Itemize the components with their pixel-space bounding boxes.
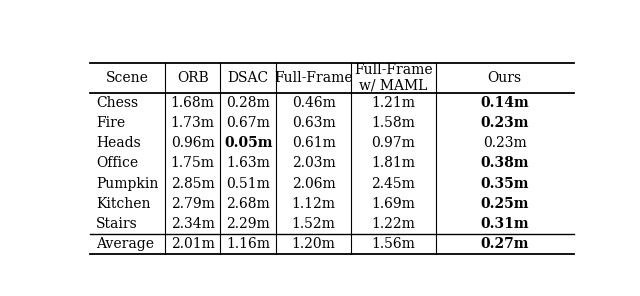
Text: 0.25m: 0.25m xyxy=(481,197,529,211)
Text: Office: Office xyxy=(96,156,138,170)
Text: 2.34m: 2.34m xyxy=(171,217,214,231)
Text: 0.23m: 0.23m xyxy=(481,116,529,130)
Text: 0.67m: 0.67m xyxy=(227,116,270,130)
Text: 1.16m: 1.16m xyxy=(227,237,270,251)
Text: 2.85m: 2.85m xyxy=(171,176,214,191)
Text: 0.63m: 0.63m xyxy=(292,116,335,130)
Text: Full-Frame: Full-Frame xyxy=(275,71,353,85)
Text: 1.73m: 1.73m xyxy=(171,116,214,130)
Text: 1.56m: 1.56m xyxy=(371,237,415,251)
Text: 1.12m: 1.12m xyxy=(292,197,335,211)
Text: 1.63m: 1.63m xyxy=(227,156,270,170)
Text: 0.05m: 0.05m xyxy=(224,136,273,150)
Text: 1.75m: 1.75m xyxy=(171,156,214,170)
Text: 0.96m: 0.96m xyxy=(171,136,214,150)
Text: Scene: Scene xyxy=(106,71,149,85)
Text: 0.38m: 0.38m xyxy=(481,156,529,170)
Text: Kitchen: Kitchen xyxy=(96,197,150,211)
Text: 1.21m: 1.21m xyxy=(371,96,415,110)
Text: 1.81m: 1.81m xyxy=(371,156,415,170)
Text: 2.06m: 2.06m xyxy=(292,176,335,191)
Text: Fire: Fire xyxy=(96,116,125,130)
Text: 0.46m: 0.46m xyxy=(292,96,335,110)
Text: 1.22m: 1.22m xyxy=(371,217,415,231)
Text: 2.79m: 2.79m xyxy=(171,197,214,211)
Text: 0.61m: 0.61m xyxy=(292,136,335,150)
Text: 1.68m: 1.68m xyxy=(171,96,214,110)
Text: DSAC: DSAC xyxy=(228,71,269,85)
Text: 0.35m: 0.35m xyxy=(481,176,529,191)
Text: Stairs: Stairs xyxy=(96,217,138,231)
Text: 0.14m: 0.14m xyxy=(480,96,529,110)
Text: 2.29m: 2.29m xyxy=(227,217,270,231)
Text: 0.51m: 0.51m xyxy=(227,176,270,191)
Text: 1.20m: 1.20m xyxy=(292,237,335,251)
Text: 2.45m: 2.45m xyxy=(371,176,415,191)
Text: ORB: ORB xyxy=(177,71,209,85)
Text: 0.27m: 0.27m xyxy=(481,237,529,251)
Text: 2.03m: 2.03m xyxy=(292,156,335,170)
Text: 2.01m: 2.01m xyxy=(171,237,214,251)
Text: 1.52m: 1.52m xyxy=(292,217,335,231)
Text: Pumpkin: Pumpkin xyxy=(96,176,158,191)
Text: 2.68m: 2.68m xyxy=(227,197,270,211)
Text: 0.28m: 0.28m xyxy=(227,96,270,110)
Text: 1.69m: 1.69m xyxy=(371,197,415,211)
Text: 1.58m: 1.58m xyxy=(371,116,415,130)
Text: 0.97m: 0.97m xyxy=(371,136,415,150)
Text: 0.23m: 0.23m xyxy=(483,136,527,150)
Text: 0.31m: 0.31m xyxy=(480,217,529,231)
Text: Chess: Chess xyxy=(96,96,138,110)
Text: Average: Average xyxy=(96,237,154,251)
Text: Heads: Heads xyxy=(96,136,141,150)
Text: Full-Frame
w/ MAML: Full-Frame w/ MAML xyxy=(354,63,433,93)
Text: Ours: Ours xyxy=(488,71,522,85)
